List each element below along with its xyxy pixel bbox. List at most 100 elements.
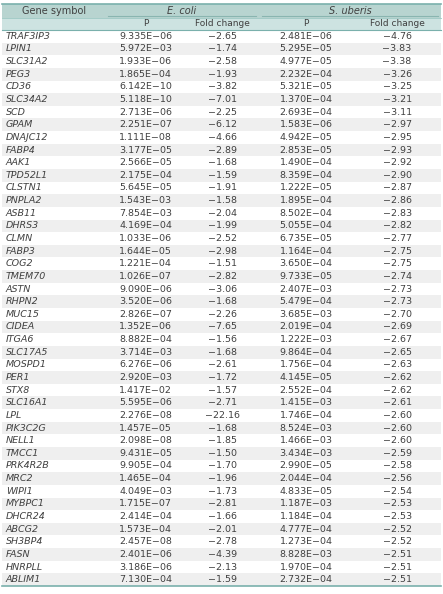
- Text: −1.73: −1.73: [208, 486, 237, 496]
- Text: ABCG2: ABCG2: [6, 525, 39, 533]
- Text: 4.169E−04: 4.169E−04: [119, 222, 172, 230]
- Bar: [2, 359, 441, 371]
- Bar: [2, 295, 441, 308]
- Text: 3.177E−05: 3.177E−05: [119, 146, 172, 154]
- Text: −1.99: −1.99: [208, 222, 237, 230]
- Text: 9.431E−05: 9.431E−05: [119, 449, 172, 458]
- Text: TMEM70: TMEM70: [6, 272, 46, 281]
- Text: −2.53: −2.53: [383, 500, 412, 508]
- Bar: [2, 220, 441, 232]
- Bar: [2, 371, 441, 384]
- Text: SLC31A2: SLC31A2: [6, 57, 48, 66]
- Bar: [2, 535, 441, 548]
- Text: PER1: PER1: [6, 373, 31, 382]
- Bar: [2, 498, 441, 510]
- Text: 3.714E−03: 3.714E−03: [119, 347, 172, 357]
- Bar: [2, 257, 441, 270]
- Text: −1.56: −1.56: [208, 335, 237, 344]
- Text: 5.645E−05: 5.645E−05: [119, 184, 172, 192]
- Text: 8.502E−04: 8.502E−04: [280, 208, 332, 218]
- Text: −2.60: −2.60: [383, 436, 412, 445]
- Text: FASN: FASN: [6, 550, 31, 559]
- Text: −2.51: −2.51: [383, 550, 412, 559]
- Text: −2.75: −2.75: [383, 247, 412, 255]
- Text: −2.98: −2.98: [208, 247, 237, 255]
- Bar: [2, 144, 441, 156]
- Bar: [2, 460, 441, 472]
- Text: 1.933E−06: 1.933E−06: [119, 57, 172, 66]
- Text: STX8: STX8: [6, 386, 30, 394]
- Text: −22.16: −22.16: [205, 411, 240, 420]
- Bar: [2, 30, 441, 43]
- Text: TRAF3IP3: TRAF3IP3: [6, 32, 51, 41]
- Text: SLC17A5: SLC17A5: [6, 347, 48, 357]
- Text: SH3BP4: SH3BP4: [6, 537, 43, 546]
- Text: −2.53: −2.53: [383, 512, 412, 521]
- Text: −3.82: −3.82: [208, 83, 237, 91]
- Bar: [2, 55, 441, 68]
- Text: 2.044E−04: 2.044E−04: [280, 474, 332, 483]
- Text: 1.490E−04: 1.490E−04: [280, 158, 332, 167]
- Text: 1.222E−05: 1.222E−05: [280, 184, 332, 192]
- Text: −2.82: −2.82: [383, 222, 412, 230]
- Text: GPAM: GPAM: [6, 120, 33, 129]
- Bar: [2, 321, 441, 333]
- Text: DNAJC12: DNAJC12: [6, 133, 48, 142]
- Bar: [2, 523, 441, 535]
- Text: 2.414E−04: 2.414E−04: [119, 512, 172, 521]
- Text: −2.60: −2.60: [383, 411, 412, 420]
- Text: S. uberis: S. uberis: [329, 6, 371, 16]
- Text: TPD52L1: TPD52L1: [6, 171, 48, 180]
- Text: 1.033E−06: 1.033E−06: [119, 234, 172, 243]
- Text: −2.56: −2.56: [383, 474, 412, 483]
- Text: 2.457E−08: 2.457E−08: [119, 537, 172, 546]
- Text: −2.83: −2.83: [383, 208, 412, 218]
- Text: −2.70: −2.70: [383, 310, 412, 319]
- Text: −2.51: −2.51: [383, 575, 412, 584]
- Text: FABP3: FABP3: [6, 247, 36, 255]
- Bar: [2, 182, 441, 194]
- Bar: [2, 409, 441, 422]
- Text: 9.090E−06: 9.090E−06: [119, 285, 172, 293]
- Text: −2.77: −2.77: [383, 234, 412, 243]
- Text: SLC16A1: SLC16A1: [6, 398, 48, 407]
- Text: −2.26: −2.26: [208, 310, 237, 319]
- Text: 1.543E−03: 1.543E−03: [119, 196, 172, 205]
- Text: −1.74: −1.74: [208, 45, 237, 53]
- Text: −2.25: −2.25: [208, 108, 237, 116]
- Text: 2.990E−05: 2.990E−05: [280, 462, 332, 470]
- Text: −2.01: −2.01: [208, 525, 237, 533]
- Text: −2.82: −2.82: [208, 272, 237, 281]
- Text: 8.524E−03: 8.524E−03: [280, 424, 333, 432]
- Text: −1.68: −1.68: [208, 424, 237, 432]
- Text: 2.853E−05: 2.853E−05: [280, 146, 333, 154]
- Text: −2.65: −2.65: [208, 32, 237, 41]
- Text: −2.52: −2.52: [208, 234, 237, 243]
- Text: MOSPD1: MOSPD1: [6, 361, 47, 369]
- Text: 4.145E−05: 4.145E−05: [280, 373, 332, 382]
- Text: PNPLA2: PNPLA2: [6, 196, 43, 205]
- Text: 6.276E−06: 6.276E−06: [119, 361, 172, 369]
- Bar: [2, 308, 441, 321]
- Text: −2.75: −2.75: [383, 259, 412, 268]
- Text: −2.81: −2.81: [208, 500, 237, 508]
- Text: −4.39: −4.39: [208, 550, 237, 559]
- Text: −1.50: −1.50: [208, 449, 237, 458]
- Text: 2.276E−08: 2.276E−08: [119, 411, 172, 420]
- Bar: [2, 333, 441, 346]
- Bar: [2, 93, 441, 106]
- Text: 9.864E−04: 9.864E−04: [280, 347, 332, 357]
- Text: CLMN: CLMN: [6, 234, 33, 243]
- Text: P: P: [303, 20, 309, 29]
- Text: P: P: [143, 20, 148, 29]
- Bar: [2, 485, 441, 498]
- Text: −2.59: −2.59: [383, 449, 412, 458]
- Text: 5.118E−10: 5.118E−10: [119, 95, 172, 104]
- Text: 1.583E−06: 1.583E−06: [280, 120, 333, 129]
- Text: MYBPC1: MYBPC1: [6, 500, 45, 508]
- Text: 5.321E−05: 5.321E−05: [280, 83, 333, 91]
- Text: MRC2: MRC2: [6, 474, 34, 483]
- Text: 1.573E−04: 1.573E−04: [119, 525, 172, 533]
- Text: 4.777E−04: 4.777E−04: [280, 525, 332, 533]
- Text: 2.732E−04: 2.732E−04: [280, 575, 333, 584]
